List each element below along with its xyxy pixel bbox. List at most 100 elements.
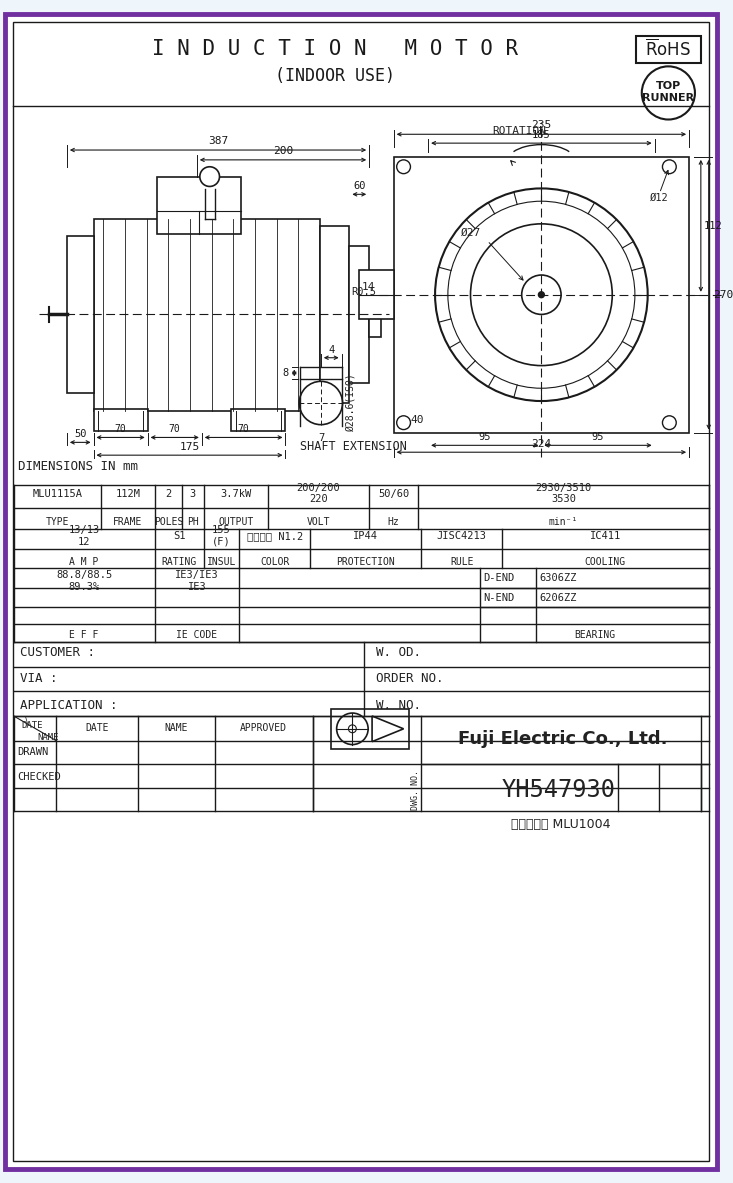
Text: R0.5: R0.5 <box>351 286 377 297</box>
Text: I N D U C T I O N   M O T O R: I N D U C T I O N M O T O R <box>152 39 517 59</box>
Text: 50: 50 <box>74 429 86 439</box>
Polygon shape <box>372 716 404 742</box>
Text: FRAME: FRAME <box>114 517 143 528</box>
Bar <box>158 176 241 234</box>
Text: 3: 3 <box>190 489 196 498</box>
Text: 6206ZZ: 6206ZZ <box>539 593 577 603</box>
Text: 200/200
220: 200/200 220 <box>297 483 340 504</box>
Text: INSUL: INSUL <box>207 557 236 568</box>
Polygon shape <box>98 238 246 367</box>
Text: 95: 95 <box>592 432 604 442</box>
Text: 4: 4 <box>328 344 334 355</box>
Circle shape <box>471 224 612 366</box>
Text: 8: 8 <box>282 368 289 379</box>
Text: VIA :: VIA : <box>20 672 57 685</box>
Text: 387: 387 <box>208 136 228 146</box>
Text: COLOR: COLOR <box>260 557 290 568</box>
Text: 品番コード MLU1004: 品番コード MLU1004 <box>512 817 611 830</box>
Text: 7: 7 <box>318 433 324 442</box>
Text: 224: 224 <box>531 439 551 450</box>
Bar <box>394 157 689 433</box>
Circle shape <box>663 415 677 429</box>
Text: 40: 40 <box>410 415 424 425</box>
Text: MLU1115A: MLU1115A <box>32 489 83 498</box>
Text: CHECKED: CHECKED <box>18 772 62 782</box>
Circle shape <box>397 415 410 429</box>
Text: DIMENSIONS IN mm: DIMENSIONS IN mm <box>18 460 138 473</box>
Text: DRAWN: DRAWN <box>18 748 49 757</box>
Text: W. NO.: W. NO. <box>376 699 421 712</box>
Bar <box>232 409 285 431</box>
Text: 6306ZZ: 6306ZZ <box>539 574 577 583</box>
Text: 70: 70 <box>237 425 249 434</box>
Bar <box>320 226 350 403</box>
Text: マンセル N1.2: マンセル N1.2 <box>246 531 303 541</box>
Circle shape <box>336 713 368 744</box>
Text: SHAFT EXTENSION: SHAFT EXTENSION <box>301 440 407 453</box>
Text: \: \ <box>25 716 30 725</box>
Text: 70: 70 <box>169 425 180 434</box>
Text: 235: 235 <box>531 121 551 130</box>
Text: 155
(F): 155 (F) <box>212 525 231 547</box>
Text: DATE: DATE <box>22 720 43 730</box>
Circle shape <box>663 160 677 174</box>
Text: 70: 70 <box>114 425 127 434</box>
Text: Hz: Hz <box>388 517 399 528</box>
Text: JISC4213: JISC4213 <box>437 531 487 541</box>
Text: 88.8/88.5
89.3%: 88.8/88.5 89.3% <box>56 570 112 592</box>
Polygon shape <box>315 251 482 396</box>
Circle shape <box>200 167 219 187</box>
Text: 2930/3510
3530: 2930/3510 3530 <box>535 483 592 504</box>
Text: Fuji Electric Co., Ltd.: Fuji Electric Co., Ltd. <box>458 730 668 748</box>
Text: IC411: IC411 <box>590 531 621 541</box>
Text: BEARING: BEARING <box>574 631 615 640</box>
Text: OUTPUT: OUTPUT <box>218 517 254 528</box>
Bar <box>359 270 394 319</box>
Circle shape <box>348 725 356 732</box>
Text: W. OD.: W. OD. <box>376 646 421 659</box>
Text: CUSTOMER :: CUSTOMER : <box>20 646 95 659</box>
Text: D-END: D-END <box>483 574 515 583</box>
Circle shape <box>539 292 545 298</box>
Text: NAME: NAME <box>164 723 188 732</box>
Text: COOLING: COOLING <box>585 557 626 568</box>
Bar <box>369 287 381 337</box>
Text: N-END: N-END <box>483 593 515 603</box>
Bar <box>331 709 410 749</box>
Text: 200: 200 <box>273 146 293 156</box>
Bar <box>350 246 369 383</box>
Text: 2: 2 <box>165 489 172 498</box>
Polygon shape <box>522 257 660 376</box>
Text: DATE: DATE <box>85 723 108 732</box>
Text: IP44: IP44 <box>353 531 378 541</box>
Text: 14: 14 <box>361 282 375 292</box>
Text: 112M: 112M <box>116 489 141 498</box>
Text: Ø27: Ø27 <box>460 227 481 238</box>
Text: NAME: NAME <box>37 732 59 742</box>
Text: IE CODE: IE CODE <box>177 631 218 640</box>
Text: TOP
RUNNER: TOP RUNNER <box>642 80 694 103</box>
Circle shape <box>448 201 635 388</box>
Text: E F F: E F F <box>70 631 99 640</box>
Bar <box>67 235 95 393</box>
Bar <box>636 35 701 64</box>
Text: 50/60: 50/60 <box>378 489 409 498</box>
Text: PH: PH <box>187 517 199 528</box>
Text: min⁻¹: min⁻¹ <box>549 517 578 528</box>
Text: RULE: RULE <box>450 557 474 568</box>
Text: ROTATION: ROTATION <box>492 127 546 136</box>
Circle shape <box>435 188 648 401</box>
Text: 175: 175 <box>180 442 199 452</box>
Text: VOLT: VOLT <box>306 517 330 528</box>
Text: Ø12: Ø12 <box>649 193 668 203</box>
Text: 112: 112 <box>704 221 723 231</box>
Text: $\overline{\rm R}$oHS: $\overline{\rm R}$oHS <box>646 39 691 60</box>
Circle shape <box>642 66 695 119</box>
Text: APPROVED: APPROVED <box>240 723 287 732</box>
Text: 13/13
12: 13/13 12 <box>68 525 100 547</box>
Text: Ø28.6(ISO): Ø28.6(ISO) <box>345 374 356 432</box>
Text: (INDOOR USE): (INDOOR USE) <box>275 67 394 85</box>
Text: 95: 95 <box>479 432 491 442</box>
Text: 60: 60 <box>353 181 366 192</box>
Circle shape <box>522 274 561 315</box>
